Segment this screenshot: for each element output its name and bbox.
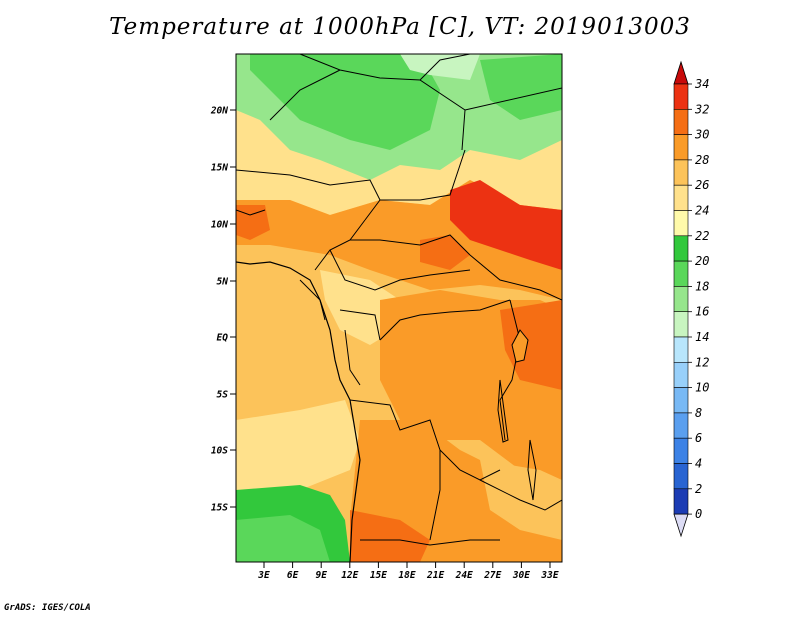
lon-tick-label: 27E — [483, 570, 501, 581]
lake-victoria — [511, 329, 529, 363]
lat-tick-label: EQ — [217, 333, 229, 344]
colorbar-label: 14 — [695, 330, 709, 344]
lake-malawi — [527, 439, 537, 501]
colorbar-label: 12 — [695, 355, 709, 369]
lat-tick-label: 5S — [217, 390, 229, 401]
colorbar-label: 22 — [695, 229, 709, 243]
grads-credit: GrADS: IGES/COLA — [4, 603, 91, 613]
colorbar-top-arrow — [673, 60, 689, 85]
colorbar-segment — [673, 159, 689, 186]
colorbar-segment — [673, 387, 689, 414]
lon-tick-label: 15E — [370, 570, 387, 581]
south-yellow-region — [236, 400, 360, 490]
colorbar-bottom-arrow — [673, 513, 689, 538]
lon-tick-label: 9E — [315, 570, 327, 581]
map-frame — [235, 53, 563, 563]
south-darkorange-region — [350, 510, 430, 562]
colorbar-segment — [673, 286, 689, 312]
colorbar-label: 6 — [695, 431, 702, 445]
hot-orange-region — [420, 235, 470, 270]
lake-tanganyika — [497, 379, 509, 443]
colorbar-label: 16 — [695, 305, 709, 319]
colorbar-segment — [673, 311, 689, 338]
lon-tick-label: 3E — [257, 570, 270, 581]
lat-tick-label: 5N — [217, 277, 229, 288]
colorbar-segment — [673, 336, 689, 363]
north-pale-region — [400, 54, 480, 80]
colorbar-label: 2 — [695, 482, 702, 496]
lat-tick-label: 10N — [211, 220, 228, 231]
coastline — [236, 261, 361, 562]
colorbar-segment — [673, 235, 689, 262]
lon-tick-label: 12E — [341, 570, 358, 581]
hot-red-region — [450, 180, 562, 270]
lat-tick-label: 20N — [210, 106, 228, 117]
map-title: Temperature at 1000hPa [C], VT: 20190130… — [109, 14, 691, 40]
colorbar-label: 28 — [695, 153, 709, 167]
latitude-axis: 20N 15N 10N 5N EQ 5S 10S 15S — [210, 106, 236, 514]
ne-green-region — [480, 54, 562, 120]
colorbar-label: 34 — [694, 77, 709, 91]
colorbar-label: 10 — [695, 381, 709, 395]
lon-tick-label: 18E — [398, 570, 415, 581]
colorbar-label: 8 — [695, 406, 702, 420]
colorbar-label: 20 — [695, 254, 709, 268]
country-borders — [236, 54, 562, 546]
lat-tick-label: 10S — [211, 446, 228, 457]
colorbar-segment — [673, 83, 689, 110]
colorbar-label: 24 — [695, 204, 709, 218]
longitude-axis: 3E 6E 9E 12E 15E 18E 21E 24E 27E 30E 33E — [257, 562, 559, 581]
colorbar-label: 32 — [694, 102, 709, 116]
west-orange-region — [236, 205, 270, 240]
colorbar-segment — [673, 134, 689, 161]
colorbar-segment — [673, 361, 689, 388]
colorbar-label: 30 — [694, 128, 709, 142]
colorbar-label: 4 — [695, 457, 702, 471]
north-darkgreen-region — [250, 54, 440, 150]
colorbar-segment — [673, 488, 689, 515]
lon-tick-label: 30E — [512, 570, 530, 581]
colorbar-segment — [673, 412, 689, 439]
colorbar-segment — [673, 463, 689, 490]
colorbar-label: 18 — [695, 279, 709, 293]
colorbar-segment — [673, 109, 689, 135]
colorbar-segment — [673, 437, 689, 464]
temperature-field — [236, 54, 562, 562]
lon-tick-label: 33E — [540, 570, 558, 581]
lon-tick-label: 24E — [455, 570, 473, 581]
colorbar-segment — [673, 210, 689, 237]
lat-tick-label: 15S — [211, 503, 228, 514]
sw-ocean-lightgreen — [236, 515, 330, 562]
lat-tick-label: 15N — [211, 163, 228, 174]
colorbar-label: 26 — [695, 178, 709, 192]
colorbar-segment — [673, 260, 689, 287]
lon-tick-label: 6E — [287, 570, 299, 581]
lon-tick-label: 21E — [426, 570, 444, 581]
colorbar-segment — [673, 184, 689, 211]
colorbar-label: 0 — [695, 507, 702, 521]
